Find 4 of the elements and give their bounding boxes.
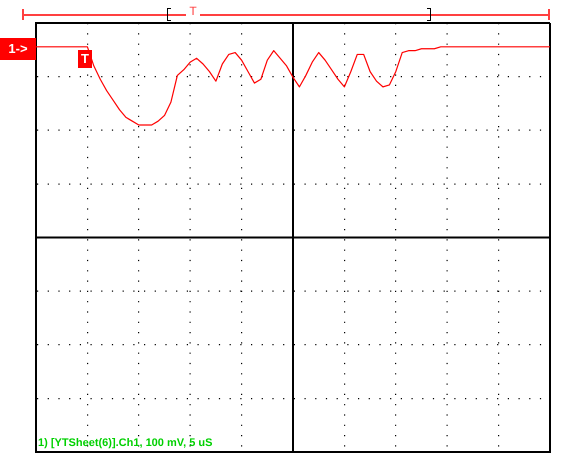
text: T (189, 4, 197, 18)
annotation: T (78, 50, 92, 68)
text: 1-> (0, 38, 36, 60)
text: 1) [YTSheet(6)].Ch1, 100 mV, 5 uS (38, 437, 212, 450)
